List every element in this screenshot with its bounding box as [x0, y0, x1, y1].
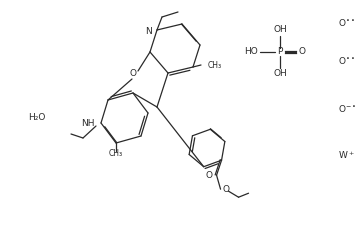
Text: HO: HO — [244, 48, 258, 56]
Text: OH: OH — [273, 25, 287, 35]
Text: H₂O: H₂O — [28, 114, 46, 122]
Text: CH₃: CH₃ — [109, 149, 123, 157]
Text: O: O — [222, 185, 229, 194]
Text: P: P — [277, 48, 283, 56]
Text: O: O — [205, 171, 212, 180]
Text: N: N — [145, 28, 152, 36]
Text: O$^{-\bullet}$: O$^{-\bullet}$ — [338, 102, 357, 114]
Text: O$^{\bullet\bullet}$: O$^{\bullet\bullet}$ — [338, 54, 355, 66]
Text: O: O — [299, 48, 306, 56]
Text: W$^+$: W$^+$ — [338, 149, 355, 161]
Text: O$^{\bullet\bullet}$: O$^{\bullet\bullet}$ — [338, 17, 355, 28]
Text: NH: NH — [81, 119, 95, 127]
Text: O: O — [130, 70, 136, 78]
Text: CH₃: CH₃ — [208, 60, 222, 70]
Text: OH: OH — [273, 70, 287, 78]
